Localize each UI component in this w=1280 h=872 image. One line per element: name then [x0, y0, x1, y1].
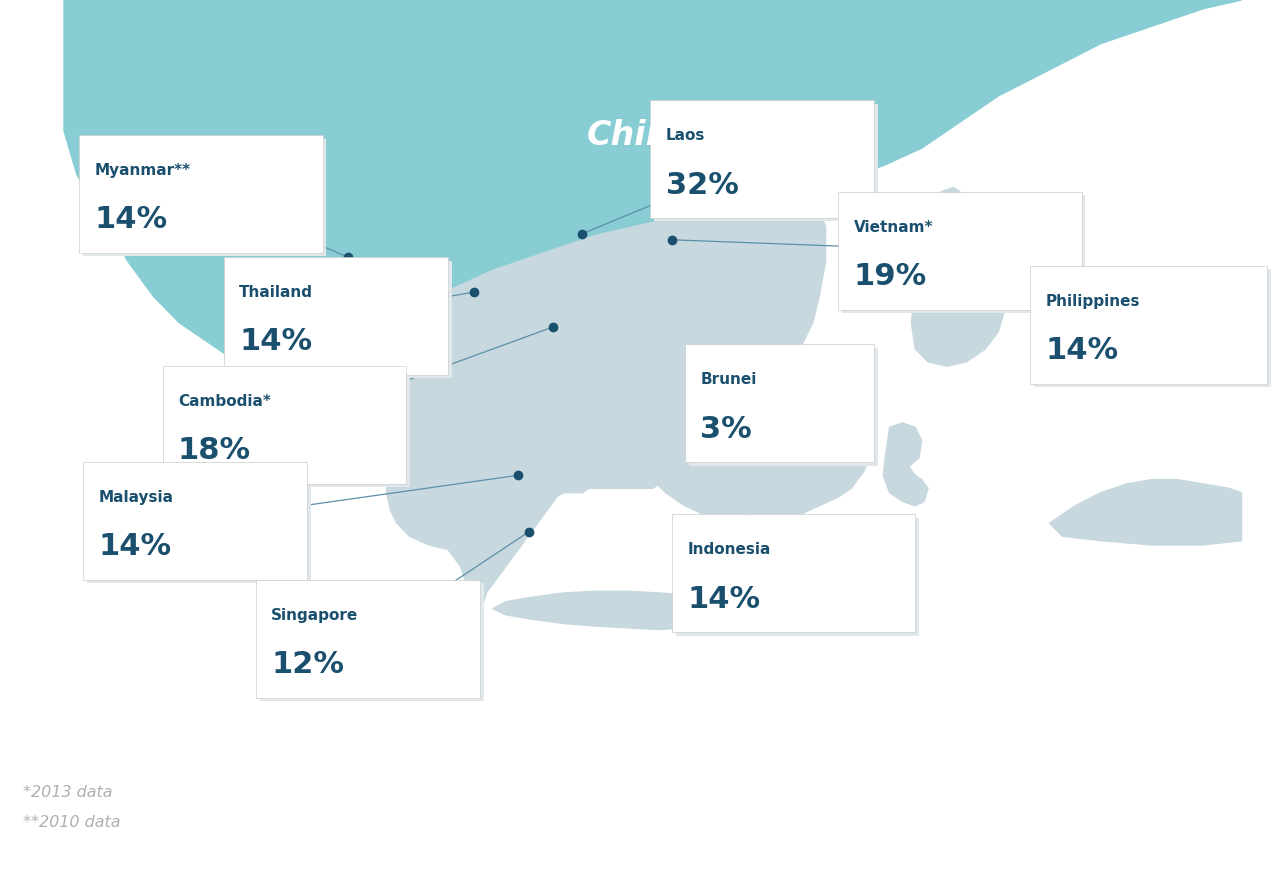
Polygon shape [627, 384, 873, 523]
Polygon shape [883, 423, 928, 506]
FancyBboxPatch shape [654, 104, 878, 221]
FancyBboxPatch shape [1030, 266, 1267, 384]
Text: Myanmar**: Myanmar** [95, 163, 191, 178]
Text: China: China [588, 119, 692, 152]
Polygon shape [493, 591, 710, 630]
Polygon shape [282, 192, 826, 615]
FancyBboxPatch shape [838, 192, 1082, 310]
Text: Laos: Laos [666, 128, 705, 143]
Text: Cambodia*: Cambodia* [178, 394, 271, 409]
Text: 19%: 19% [854, 262, 927, 291]
Text: 18%: 18% [178, 437, 251, 466]
Polygon shape [387, 423, 558, 549]
Text: Thailand: Thailand [239, 285, 314, 300]
FancyBboxPatch shape [256, 580, 480, 698]
Text: 14%: 14% [1046, 337, 1119, 365]
FancyBboxPatch shape [163, 366, 406, 484]
Text: *2013 data: *2013 data [23, 786, 113, 800]
FancyBboxPatch shape [260, 583, 484, 701]
FancyBboxPatch shape [1034, 269, 1271, 387]
FancyBboxPatch shape [83, 462, 307, 580]
Polygon shape [1050, 480, 1242, 545]
Polygon shape [911, 275, 1005, 366]
Text: Philippines: Philippines [1046, 294, 1140, 309]
FancyBboxPatch shape [79, 135, 323, 253]
Text: 12%: 12% [271, 651, 344, 679]
FancyBboxPatch shape [83, 139, 326, 256]
FancyBboxPatch shape [87, 466, 311, 583]
FancyBboxPatch shape [228, 261, 452, 378]
Text: **2010 data: **2010 data [23, 815, 120, 830]
Text: Vietnam*: Vietnam* [854, 220, 933, 235]
FancyBboxPatch shape [685, 344, 874, 462]
Text: 32%: 32% [666, 171, 739, 200]
Text: 14%: 14% [95, 206, 168, 235]
FancyBboxPatch shape [676, 518, 919, 636]
Text: 14%: 14% [687, 585, 760, 614]
FancyBboxPatch shape [166, 370, 410, 487]
Text: Malaysia: Malaysia [99, 490, 174, 505]
Text: 3%: 3% [700, 415, 751, 444]
Text: Brunei: Brunei [700, 372, 756, 387]
FancyBboxPatch shape [224, 257, 448, 375]
Text: Singapore: Singapore [271, 608, 358, 623]
Text: 14%: 14% [99, 533, 172, 562]
Text: Indonesia: Indonesia [687, 542, 771, 557]
Polygon shape [64, 0, 1242, 384]
FancyBboxPatch shape [672, 514, 915, 632]
Text: 14%: 14% [239, 328, 312, 357]
FancyBboxPatch shape [650, 100, 874, 218]
FancyBboxPatch shape [842, 195, 1085, 313]
Polygon shape [909, 187, 970, 262]
FancyBboxPatch shape [689, 348, 878, 466]
